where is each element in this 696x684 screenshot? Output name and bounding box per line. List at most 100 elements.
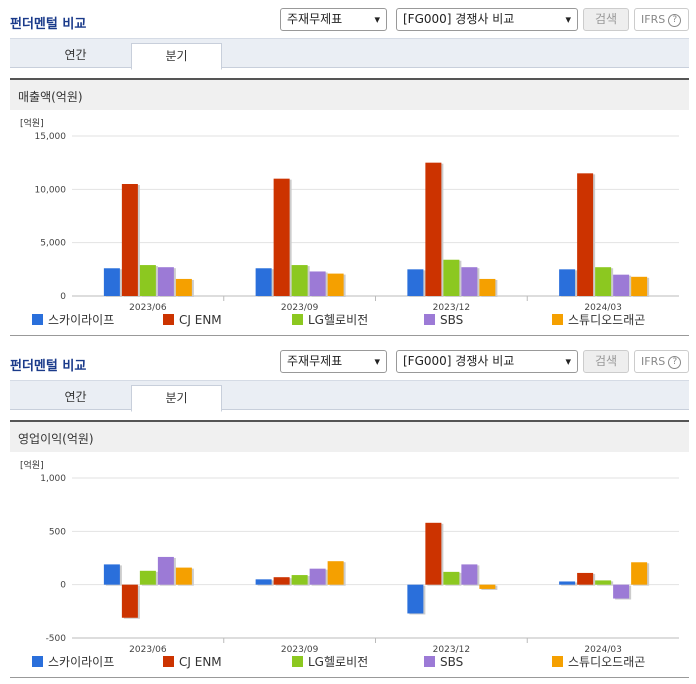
- legend-swatch: [292, 656, 303, 667]
- y-tick-label: 15,000: [35, 132, 67, 142]
- period-tabs: 연간 분기: [10, 38, 689, 70]
- statement-select[interactable]: 주재무제표 ▾: [280, 8, 387, 31]
- legend-label: LG헬로비전: [308, 655, 368, 669]
- legend-swatch: [552, 656, 563, 667]
- bar: [425, 162, 442, 296]
- unit-label: [억원]: [20, 117, 44, 129]
- x-tick-label: 2024/03: [584, 645, 621, 655]
- bar: [577, 173, 594, 296]
- ifrs-label: IFRS: [641, 355, 666, 368]
- bar: [327, 561, 344, 585]
- legend-label: 스카이라이프: [48, 655, 114, 669]
- legend-label: 스카이라이프: [48, 313, 114, 327]
- section-title: 영업이익(억원): [18, 432, 94, 446]
- chevron-down-icon: ▾: [374, 355, 380, 368]
- legend-swatch: [32, 314, 43, 325]
- bar: [595, 580, 612, 585]
- bar: [407, 269, 424, 296]
- bar: [461, 267, 478, 296]
- bar: [461, 564, 478, 585]
- legend-label: 스튜디오드래곤: [568, 313, 645, 327]
- bar: [175, 567, 192, 585]
- y-tick-label: -500: [46, 634, 67, 644]
- legend-swatch: [163, 314, 174, 325]
- bar: [443, 571, 460, 585]
- x-tick-label: 2023/12: [433, 303, 470, 313]
- bar: [443, 259, 460, 296]
- x-tick-label: 2023/06: [129, 303, 167, 313]
- bar: [631, 562, 648, 585]
- legend-swatch: [163, 656, 174, 667]
- legend-swatch: [552, 314, 563, 325]
- bar: [595, 267, 612, 296]
- chevron-down-icon: ▾: [565, 355, 571, 368]
- bar: [157, 556, 174, 585]
- y-tick-label: 0: [60, 581, 66, 591]
- tab-quarterly[interactable]: 분기: [131, 385, 222, 412]
- bar: [121, 584, 138, 618]
- bar: [559, 269, 576, 296]
- section-header: 매출액(억원): [10, 78, 689, 110]
- sales-bar-chart: [억원] 0 5,000 10,000 15,000 2023/06 2023/09 2023…: [20, 117, 679, 327]
- legend-label: CJ ENM: [179, 313, 222, 327]
- y-tick-label: 10,000: [35, 185, 67, 195]
- chevron-down-icon: ▾: [565, 13, 571, 26]
- y-tick-label: 500: [49, 527, 66, 537]
- search-button[interactable]: 검색: [583, 8, 629, 31]
- bar: [121, 184, 138, 296]
- comparison-select-value: [FG000] 경쟁사 비교: [403, 354, 515, 368]
- bar: [577, 572, 594, 585]
- bar: [613, 274, 630, 296]
- comparison-select-value: [FG000] 경쟁사 비교: [403, 12, 515, 26]
- x-tick-label: 2023/09: [281, 303, 319, 313]
- ifrs-label: IFRS: [641, 13, 666, 26]
- help-icon: ?: [668, 14, 682, 27]
- bar: [103, 564, 120, 585]
- x-tick-label: 2023/12: [433, 645, 470, 655]
- chevron-down-icon: ▾: [374, 13, 380, 26]
- legend-label: SBS: [440, 655, 463, 669]
- bar: [309, 568, 326, 585]
- bar: [139, 265, 156, 296]
- section-header: 영업이익(억원): [10, 420, 689, 452]
- bar: [175, 278, 192, 296]
- legend-label: CJ ENM: [179, 655, 222, 669]
- comparison-select[interactable]: [FG000] 경쟁사 비교 ▾: [396, 8, 578, 31]
- x-tick-label: 2024/03: [584, 303, 621, 313]
- legend-swatch: [292, 314, 303, 325]
- legend-swatch: [424, 314, 435, 325]
- bar: [479, 278, 496, 296]
- divider: [10, 335, 689, 336]
- statement-select-value: 주재무제표: [287, 12, 343, 26]
- fundamental-panel-sales: 펀더멘털 비교 주재무제표 ▾ [FG000] 경쟁사 비교 ▾ 검색 IFRS? …: [10, 8, 689, 336]
- bar: [309, 271, 326, 296]
- tab-annual[interactable]: 연간: [64, 390, 87, 404]
- bar: [157, 267, 174, 296]
- legend-label: SBS: [440, 313, 463, 327]
- statement-select[interactable]: 주재무제표 ▾: [280, 350, 387, 373]
- help-icon: ?: [668, 356, 682, 369]
- tab-annual[interactable]: 연간: [64, 48, 87, 62]
- legend-label: LG헬로비전: [308, 313, 368, 327]
- legend-label: 스튜디오드래곤: [568, 655, 645, 669]
- y-tick-label: 5,000: [40, 239, 66, 249]
- comparison-select[interactable]: [FG000] 경쟁사 비교 ▾: [396, 350, 578, 373]
- period-tabs: 연간 분기: [10, 380, 689, 412]
- y-tick-label: 1,000: [40, 474, 66, 484]
- ifrs-button[interactable]: IFRS?: [634, 8, 689, 31]
- bar: [407, 584, 424, 614]
- legend-swatch: [424, 656, 435, 667]
- bar: [255, 579, 272, 585]
- bar: [291, 265, 308, 296]
- tab-quarterly[interactable]: 분기: [131, 43, 222, 70]
- fundamental-panel-operating-income: 펀더멘털 비교 주재무제표 ▾ [FG000] 경쟁사 비교 ▾ 검색 IFRS? …: [0, 342, 696, 684]
- bar: [273, 178, 290, 296]
- search-button[interactable]: 검색: [583, 350, 629, 373]
- bar: [103, 268, 120, 296]
- bar: [613, 584, 630, 599]
- legend-swatch: [32, 656, 43, 667]
- ifrs-button[interactable]: IFRS?: [634, 350, 689, 373]
- bar: [559, 581, 576, 585]
- x-tick-label: 2023/09: [281, 645, 319, 655]
- bar: [273, 577, 290, 585]
